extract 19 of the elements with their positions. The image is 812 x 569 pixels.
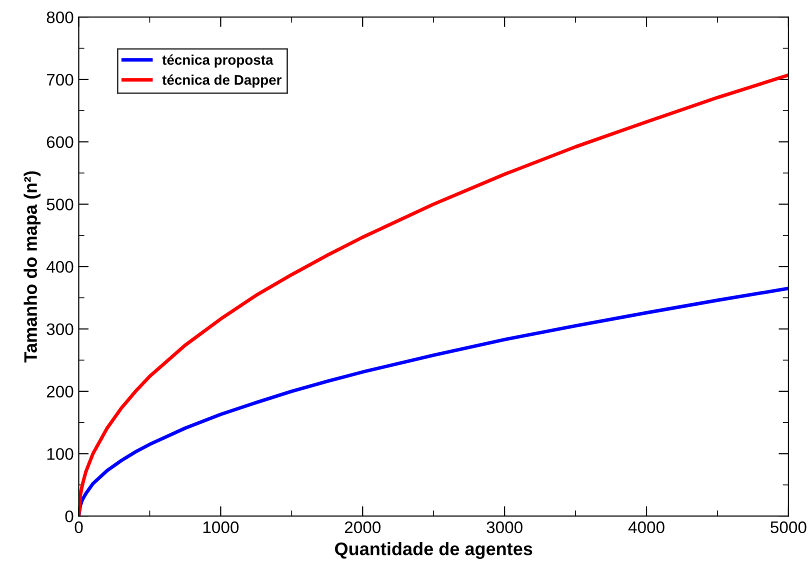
y-tick-label: 800 bbox=[46, 11, 74, 24]
y-axis-title: Tamanho do mapa (n²) bbox=[24, 171, 41, 362]
y-tick-label: 500 bbox=[46, 198, 74, 210]
legend-label: técnica de Dapper bbox=[162, 74, 282, 88]
y-tick-label: 300 bbox=[46, 323, 74, 336]
x-axis-title: Quantidade de agentes bbox=[335, 542, 532, 559]
y-tick-label: 200 bbox=[46, 386, 74, 398]
x-tick-label: 1000 bbox=[203, 521, 239, 534]
x-tick-label: 5000 bbox=[770, 521, 806, 534]
x-tick-label: 3000 bbox=[486, 521, 522, 534]
legend-label: técnica proposta bbox=[162, 54, 274, 68]
y-tick-label: 0 bbox=[65, 510, 74, 522]
y-tick-label: 600 bbox=[46, 136, 74, 148]
y-tick-label: 400 bbox=[46, 260, 74, 273]
x-tick-label: 4000 bbox=[628, 521, 664, 534]
x-tick-label: 2000 bbox=[344, 521, 381, 534]
y-tick-label: 700 bbox=[46, 74, 74, 86]
y-tick-label: 100 bbox=[47, 448, 74, 460]
x-tick-label: 0 bbox=[74, 521, 83, 534]
